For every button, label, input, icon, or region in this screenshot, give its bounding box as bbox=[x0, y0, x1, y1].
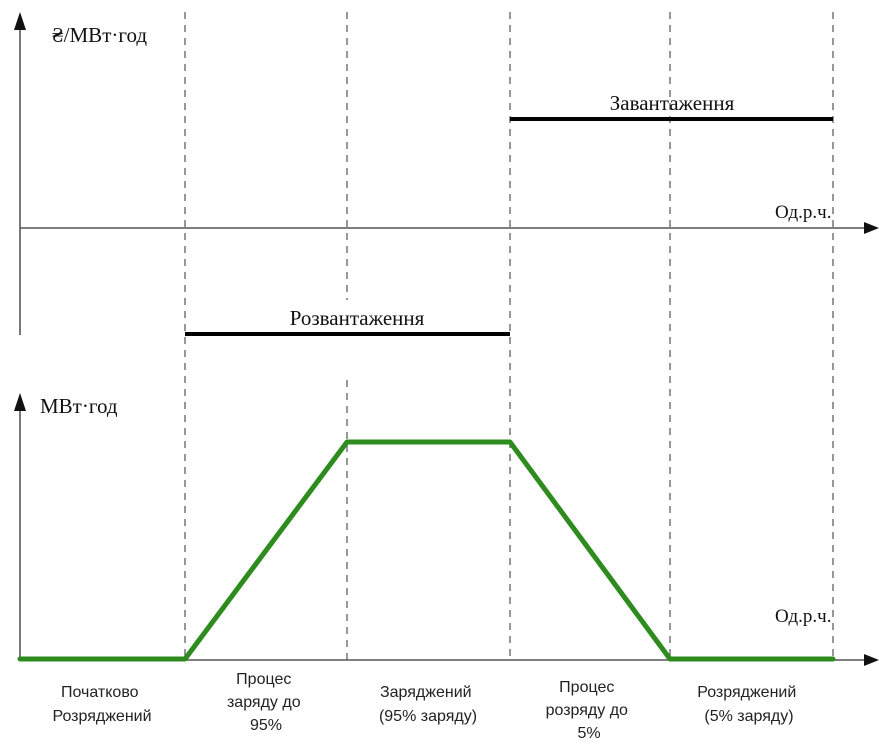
price-chart: ₴/МВт·год Од.р.ч. Завантаження Розвантаж… bbox=[14, 12, 879, 336]
phase-label-line: Заряджений bbox=[380, 684, 472, 701]
energy-chart: МВт·год Од.р.ч. bbox=[14, 393, 879, 666]
price-y-axis-arrow-icon bbox=[14, 12, 26, 30]
price-y-axis-label: ₴/МВт·год bbox=[52, 23, 147, 47]
phase-label-line: Процес bbox=[236, 671, 291, 688]
phase-label: Розряджений (5% заряду) bbox=[697, 684, 801, 725]
state-of-charge-curve bbox=[17, 439, 836, 662]
phase-label-line: Розряджений bbox=[697, 684, 796, 701]
energy-y-axis-label: МВт·год bbox=[40, 394, 118, 418]
phase-label-line: Початково bbox=[61, 684, 139, 701]
phase-label-line: Процес bbox=[559, 679, 614, 696]
phase-label: Процес розряду до 5% bbox=[546, 679, 633, 742]
phase-label-line: Розряджений bbox=[52, 708, 151, 725]
phase-label-line: заряду до bbox=[227, 694, 301, 711]
energy-x-axis-arrow-icon bbox=[864, 654, 879, 666]
phase-label-line: 95% bbox=[250, 717, 282, 734]
price-x-axis-label: Од.р.ч. bbox=[775, 202, 831, 223]
phase-label-line: (5% заряду) bbox=[704, 708, 793, 725]
discharging-label: Розвантаження bbox=[290, 306, 425, 330]
phase-label-line: розряду до bbox=[546, 702, 628, 719]
phase-label-line: (95% заряду) bbox=[379, 708, 477, 725]
energy-x-axis-label: Од.р.ч. bbox=[775, 606, 831, 627]
phase-label: Процес заряду до 95% bbox=[227, 671, 305, 734]
energy-y-axis-arrow-icon bbox=[14, 393, 26, 411]
phase-label: Початково Розряджений bbox=[52, 684, 151, 725]
phase-labels: Початково Розряджений Процес заряду до 9… bbox=[52, 671, 801, 742]
phase-label-line: 5% bbox=[577, 725, 600, 742]
phase-boundaries bbox=[184, 12, 834, 662]
phase-label: Заряджений (95% заряду) bbox=[379, 684, 477, 725]
price-x-axis-arrow-icon bbox=[864, 222, 879, 234]
charging-label: Завантаження bbox=[610, 91, 735, 115]
